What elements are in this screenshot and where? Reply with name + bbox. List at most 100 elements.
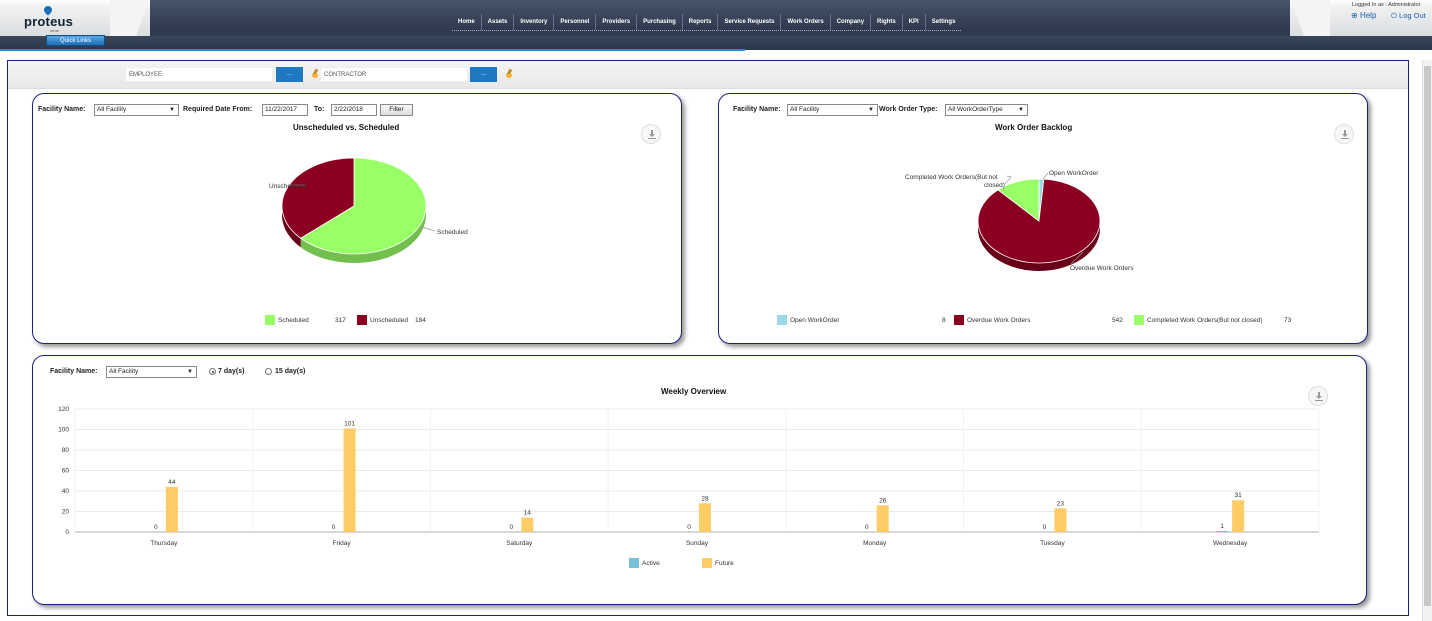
nav-item-personnel[interactable]: Personnel (553, 14, 595, 30)
chart-title: Weekly Overview (661, 387, 727, 396)
chart-title: Work Order Backlog (995, 123, 1073, 132)
facility-select[interactable]: All Facility ▼ (787, 104, 878, 116)
callout-label-overdue: Overdue Work Orders (1070, 265, 1134, 272)
callout-label-completed-2: closed) (984, 182, 1005, 189)
chart-title: Unscheduled vs. Scheduled (293, 123, 400, 132)
contractor-lookup-button[interactable]: ... (470, 67, 497, 82)
data-label-future: 31 (1235, 492, 1243, 499)
facility-select-value: All Facility (109, 368, 139, 375)
clear-employee-icon[interactable] (312, 69, 320, 78)
bar-future-thursday[interactable] (165, 486, 178, 532)
clear-contractor-icon[interactable] (506, 69, 514, 78)
radio-7-days[interactable] (209, 368, 216, 375)
callout-line (1042, 172, 1049, 180)
x-tick-label: Thursday (150, 540, 178, 547)
header-lower-band (0, 36, 1432, 50)
chevron-down-icon: ▼ (169, 107, 175, 113)
vertical-scrollbar[interactable] (1422, 60, 1432, 621)
contractor-input[interactable]: CONTRACTOR (320, 67, 468, 82)
logout-link[interactable]: ⏻ Log Out (1391, 11, 1426, 20)
x-tick-label: Monday (863, 540, 887, 547)
bar-active-wednesday[interactable] (1216, 530, 1229, 532)
radio-15-days-label: 15 day(s) (275, 368, 306, 375)
legend-swatch (702, 558, 712, 569)
bar-future-friday[interactable] (343, 428, 356, 532)
bar-future-wednesday[interactable] (1232, 500, 1245, 532)
x-tick-label: Sunday (686, 540, 709, 547)
legend-item-scheduled[interactable]: Scheduled 317 (265, 315, 346, 326)
date-from-input[interactable]: 11/22/2017 (262, 104, 308, 116)
nav-item-purchasing[interactable]: Purchasing (636, 14, 682, 30)
nav-item-home[interactable]: Home (458, 19, 475, 25)
bar-future-sunday[interactable] (699, 503, 711, 532)
radio-7-days-label: 7 day(s) (218, 368, 245, 375)
facility-select[interactable]: All Facility ▼ (94, 104, 179, 116)
y-tick-label: 40 (62, 488, 70, 495)
data-label-active: 1 (1220, 523, 1224, 530)
x-tick-label: Friday (333, 540, 352, 547)
legend-item-active[interactable]: Active (629, 558, 660, 569)
wo-type-select[interactable]: All WorkOrderType ▼ (945, 104, 1028, 116)
callout-line (421, 226, 436, 232)
nav-item-service-requests[interactable]: Service Requests (717, 14, 780, 30)
nav-item-work-orders[interactable]: Work Orders (780, 14, 829, 30)
legend-label: Open WorkOrder (790, 317, 840, 324)
bar-future-tuesday[interactable] (1054, 508, 1067, 532)
help-label: Help (1359, 11, 1377, 20)
legend-swatch (629, 558, 639, 569)
data-label-future: 14 (524, 510, 532, 517)
work-order-backlog-panel: Facility Name: All Facility ▼ Work Order … (718, 93, 1368, 344)
pie-slice-completed-work-orders-but-not-closed[interactable] (997, 178, 1040, 222)
logo-name: proteus (24, 14, 74, 29)
data-label-active: 0 (154, 524, 158, 531)
download-icon[interactable] (641, 124, 661, 144)
data-label-future: 101 (344, 420, 355, 427)
legend-value: 542 (1112, 317, 1123, 324)
employee-lookup-button[interactable]: ... (276, 67, 303, 82)
nav-item-reports[interactable]: Reports (681, 14, 718, 30)
y-tick-label: 0 (65, 529, 69, 536)
download-icon[interactable] (1308, 386, 1328, 406)
nav-item-assets[interactable]: Assets (480, 14, 514, 30)
date-to-input[interactable]: 2/22/2018 (331, 104, 377, 116)
legend-label: Scheduled (278, 317, 309, 324)
chevron-down-icon: ▼ (868, 107, 874, 113)
radio-15-days[interactable] (265, 368, 272, 375)
legend-label: Future (715, 560, 734, 567)
legend-value: 184 (415, 317, 426, 324)
facility-select[interactable]: All Facility ▼ (106, 366, 197, 378)
bar-future-monday[interactable] (876, 505, 889, 532)
y-tick-label: 80 (62, 447, 70, 454)
y-tick-label: 100 (58, 427, 69, 434)
nav-item-settings[interactable]: Settings (924, 14, 962, 30)
proteus-logo[interactable]: proteus mms (24, 4, 84, 33)
employee-input[interactable]: EMPLOYEE (125, 67, 273, 82)
logout-label: Log Out (1399, 11, 1426, 20)
nav-item-inventory[interactable]: Inventory (513, 14, 553, 30)
nav-item-company[interactable]: Company (829, 14, 870, 30)
nav-item-kpi[interactable]: KPI (901, 14, 925, 30)
help-link[interactable]: ⊕ Help (1351, 11, 1377, 20)
x-tick-label: Wednesday (1213, 540, 1248, 547)
legend-item-overdue-work-orders[interactable]: Overdue Work Orders 542 (954, 315, 1123, 326)
legend-item-open-workorder[interactable]: Open WorkOrder 8 (777, 315, 946, 326)
data-label-active: 0 (1043, 524, 1047, 531)
bar-future-saturday[interactable] (521, 517, 534, 532)
legend-item-unscheduled[interactable]: Unscheduled 184 (357, 315, 426, 326)
y-tick-label: 60 (62, 468, 70, 475)
pie-slice-unscheduled[interactable] (281, 157, 355, 239)
logo-sub: mms (50, 28, 59, 33)
facility-label: Facility Name: (38, 106, 86, 113)
wo-type-select-value: All WorkOrderType (948, 106, 1003, 113)
legend-item-future[interactable]: Future (702, 558, 734, 569)
quick-links-button[interactable]: Quick Links (46, 35, 105, 46)
filter-button[interactable]: Filter (380, 104, 413, 116)
scrollbar-thumb[interactable] (1424, 66, 1431, 606)
legend-swatch (265, 315, 275, 326)
legend-item-completed-work-orders-but-not-closed[interactable]: Completed Work Orders(But not closed) 73 (1134, 315, 1291, 326)
facility-label: Facility Name: (50, 368, 98, 375)
nav-item-providers[interactable]: Providers (595, 14, 636, 30)
nav-item-rights[interactable]: Rights (870, 14, 902, 30)
pie-slice-scheduled[interactable] (299, 157, 427, 255)
download-icon[interactable] (1334, 124, 1354, 144)
